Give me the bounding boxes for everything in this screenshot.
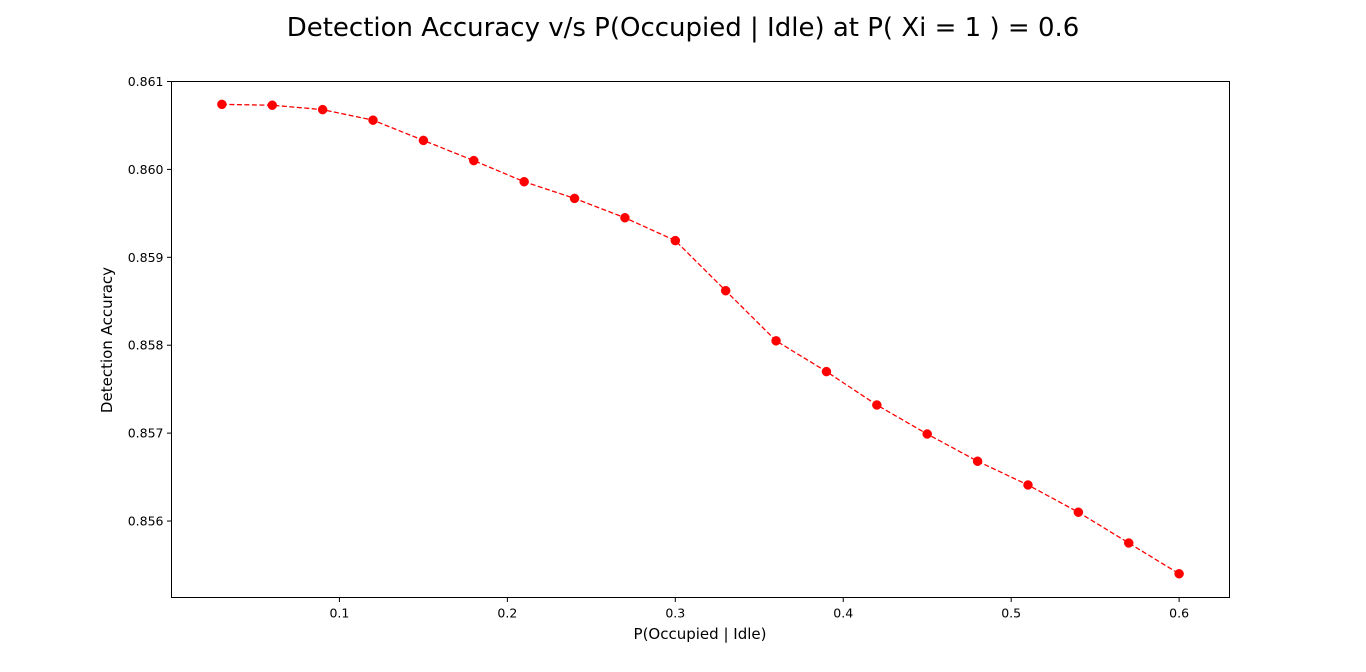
data-point xyxy=(569,193,580,204)
y-tick-label: 0.857 xyxy=(128,426,164,441)
data-point xyxy=(620,213,630,223)
data-point xyxy=(821,366,832,377)
chart-title: Detection Accuracy v/s P(Occupied | Idle… xyxy=(287,13,1080,43)
data-point xyxy=(267,100,278,110)
x-axis: 0.1 0.2 0.3 0.4 0.5 0.6 xyxy=(329,597,1189,621)
x-tick-label: 0.5 xyxy=(1001,606,1021,621)
plot-area: 0.1 0.2 0.3 0.4 0.5 0.6 0.8560.8570.8580.8590… xyxy=(128,74,1230,621)
y-tick-label: 0.860 xyxy=(128,162,164,177)
y-axis-label: Detection Accuracy xyxy=(98,267,116,413)
y-tick-label: 0.861 xyxy=(128,74,164,89)
y-tick-label: 0.856 xyxy=(128,514,164,529)
data-point xyxy=(1174,569,1184,579)
x-tick-label: 0.6 xyxy=(1169,606,1189,621)
data-point xyxy=(1123,538,1134,548)
series-line xyxy=(221,103,1180,575)
x-tick-label: 0.1 xyxy=(329,606,349,621)
x-tick-label: 0.4 xyxy=(833,606,853,621)
data-point xyxy=(1073,507,1084,517)
x-axis-label: P(Occupied | Idle) xyxy=(634,625,767,643)
series-layer xyxy=(217,99,1184,579)
y-tick-label: 0.858 xyxy=(128,338,164,353)
data-point xyxy=(972,456,983,466)
data-point xyxy=(217,99,227,110)
data-point xyxy=(1023,480,1033,490)
plot-frame xyxy=(171,81,1230,598)
data-point xyxy=(519,176,529,187)
data-point xyxy=(670,235,681,246)
y-axis: 0.856 0.857 0.858 0.859 0.860 0.861 xyxy=(128,74,172,529)
data-point xyxy=(922,429,932,439)
x-tick-label: 0.3 xyxy=(665,606,685,621)
data-point xyxy=(418,135,429,146)
data-point xyxy=(469,155,479,166)
y-tick-label: 0.859 xyxy=(128,250,164,265)
data-point xyxy=(771,336,781,346)
data-point xyxy=(872,400,882,410)
data-point xyxy=(368,115,378,125)
data-point xyxy=(720,285,731,296)
data-point xyxy=(317,104,328,115)
x-tick-label: 0.2 xyxy=(497,606,517,621)
